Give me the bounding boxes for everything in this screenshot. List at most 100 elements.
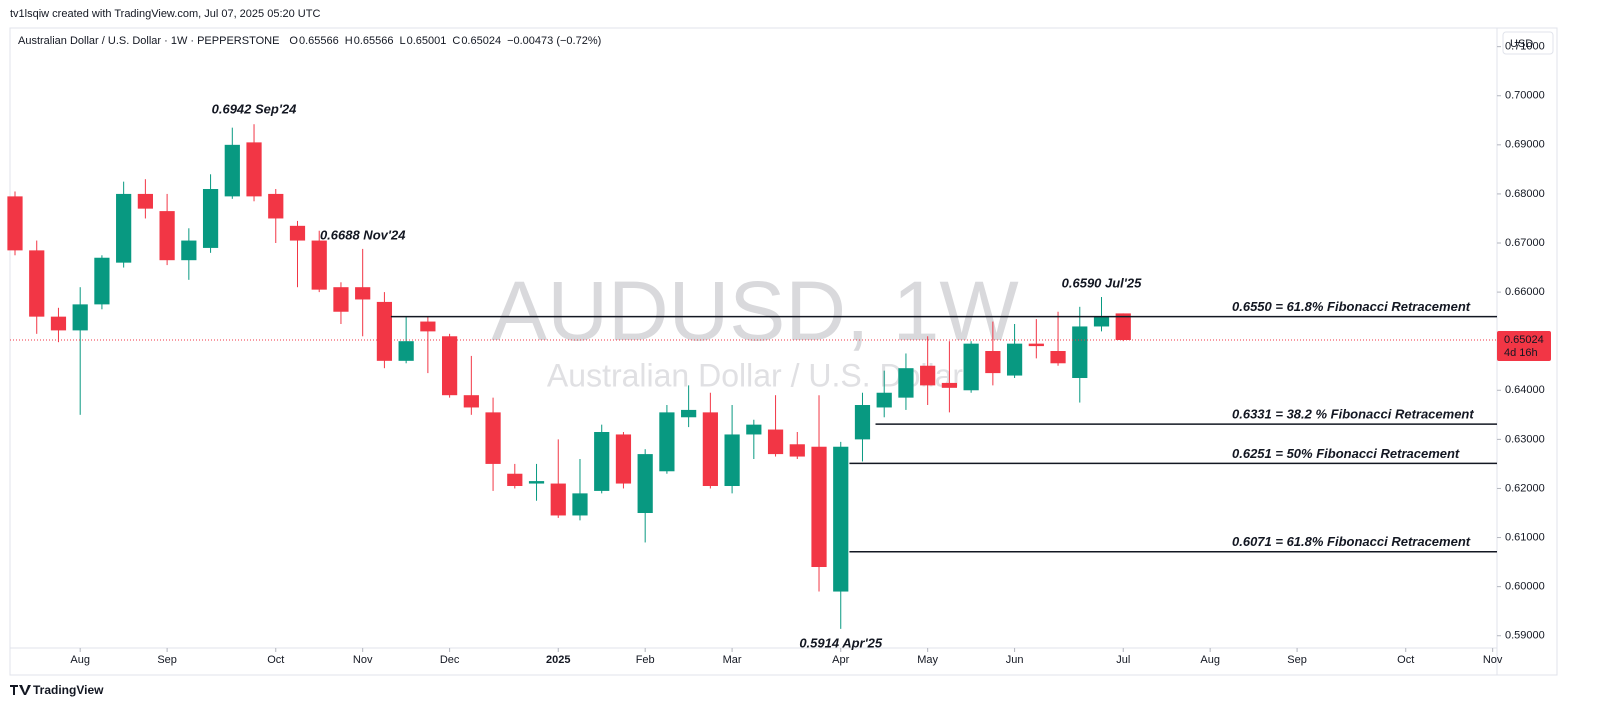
candle-body: [72, 304, 88, 331]
annotation: 0.6942 Sep'24: [212, 102, 298, 117]
fib-label: 0.6071 = 61.8% Fibonacci Retracement: [1232, 534, 1471, 549]
logo-icon: [10, 685, 31, 695]
price-tag: [1497, 331, 1551, 362]
candle-body: [7, 196, 23, 251]
candle-body: [963, 343, 979, 391]
candle-body: [507, 473, 523, 487]
legend-change: −0.00473 (−0.72%): [507, 35, 601, 47]
watermark: AUDUSD, 1W: [491, 264, 1018, 358]
fib-label: 0.6251 = 50% Fibonacci Retracement: [1232, 446, 1460, 461]
annotation: 0.5914 Apr'25: [799, 635, 883, 650]
y-tick-label: 0.61000: [1505, 531, 1545, 543]
candle-body: [811, 446, 827, 568]
candle-body: [767, 429, 784, 455]
x-tick-label: 2025: [546, 654, 570, 666]
candle-body: [1050, 351, 1066, 364]
candle-body: [681, 409, 697, 418]
candle-body: [637, 454, 653, 514]
y-tick-label: 0.60000: [1505, 581, 1545, 593]
x-tick-label: Oct: [267, 654, 284, 666]
candle-body: [746, 424, 762, 435]
x-tick-label: Sep: [1287, 654, 1307, 666]
y-tick-label: 0.64000: [1505, 384, 1545, 396]
fib-label: 0.6331 = 38.2 % Fibonacci Retracement: [1232, 407, 1474, 422]
legend-key: L: [399, 35, 405, 47]
currency-box[interactable]: [1502, 31, 1554, 55]
legend-title: Australian Dollar / U.S. Dollar · 1W · P…: [18, 35, 279, 47]
y-tick-label: 0.70000: [1505, 90, 1545, 102]
candle-body: [615, 434, 632, 484]
candle-body: [724, 434, 740, 487]
candle-body: [29, 250, 45, 317]
x-tick-label: Feb: [636, 654, 655, 666]
candle-body: [898, 368, 914, 398]
y-tick-label: 0.69000: [1505, 139, 1545, 151]
price-tag-countdown: 4d 16h: [1504, 347, 1538, 359]
x-tick-label: Apr: [832, 654, 849, 666]
candle-body: [550, 483, 566, 516]
x-tick-label: Mar: [723, 654, 742, 666]
legend-value: 0.65024: [461, 35, 501, 47]
candle-body: [1006, 343, 1023, 376]
footer-logo: TradingView: [10, 683, 104, 697]
x-tick-label: Oct: [1397, 654, 1414, 666]
candle-body: [376, 301, 393, 361]
candle-body: [1072, 326, 1088, 379]
x-tick-label: Jun: [1006, 654, 1024, 666]
candle-body: [94, 257, 110, 305]
candle-body: [485, 412, 501, 464]
candle-body: [137, 193, 153, 209]
watermark-sub: Australian Dollar / U.S. Dollar: [547, 357, 963, 393]
x-tick-label: Sep: [157, 654, 177, 666]
legend-key: C: [452, 35, 460, 47]
legend-value: 0.65001: [407, 35, 447, 47]
fib-label: 0.6550 = 61.8% Fibonacci Retracement: [1232, 299, 1471, 314]
candle-body: [789, 444, 805, 457]
y-tick-label: 0.63000: [1505, 433, 1545, 445]
candle-body: [50, 316, 67, 331]
candle-body: [528, 481, 545, 484]
x-tick-label: Jul: [1116, 654, 1130, 666]
candle-body: [224, 144, 240, 197]
candle-body: [159, 211, 175, 261]
candle-body: [398, 341, 414, 361]
candle-body: [181, 240, 197, 261]
annotation: 0.6688 Nov'24: [320, 227, 406, 242]
candle-body: [1093, 316, 1110, 327]
y-tick-label: 0.62000: [1505, 482, 1545, 494]
candle-body: [333, 287, 349, 312]
candle-body: [202, 189, 219, 248]
candle-body: [659, 412, 675, 472]
legend-key: O: [289, 35, 298, 47]
candle-body: [311, 240, 327, 290]
candle-body: [289, 225, 306, 241]
legend-value: 0.65566: [354, 35, 394, 47]
candle-body: [941, 382, 958, 388]
frame: [9, 27, 1558, 676]
annotation: 0.6590 Jul'25: [1062, 275, 1142, 290]
x-tick-label: Dec: [440, 654, 460, 666]
candle-body: [420, 321, 436, 332]
candle-body: [876, 392, 892, 408]
price-tag-value: 0.65024: [1504, 334, 1544, 346]
candle-body: [985, 351, 1001, 374]
legend-key: H: [345, 35, 353, 47]
candle-body: [246, 142, 262, 197]
legend: Australian Dollar / U.S. Dollar · 1W · P…: [18, 35, 601, 47]
candle-body: [833, 446, 849, 592]
candle-body: [594, 432, 610, 491]
y-tick-label: 0.71000: [1505, 41, 1545, 53]
candle-body: [463, 395, 479, 408]
candle-body: [572, 493, 588, 516]
footer: TradingView: [33, 683, 104, 697]
candle-body: [116, 193, 132, 263]
x-tick-label: May: [917, 654, 938, 666]
candle-body: [854, 405, 871, 440]
y-tick-label: 0.66000: [1505, 286, 1545, 298]
y-tick-label: 0.67000: [1505, 237, 1545, 249]
y-tick-label: 0.59000: [1505, 630, 1545, 642]
candle-body: [920, 365, 936, 386]
currency: USD: [1510, 38, 1533, 50]
candle-body: [1115, 313, 1131, 341]
